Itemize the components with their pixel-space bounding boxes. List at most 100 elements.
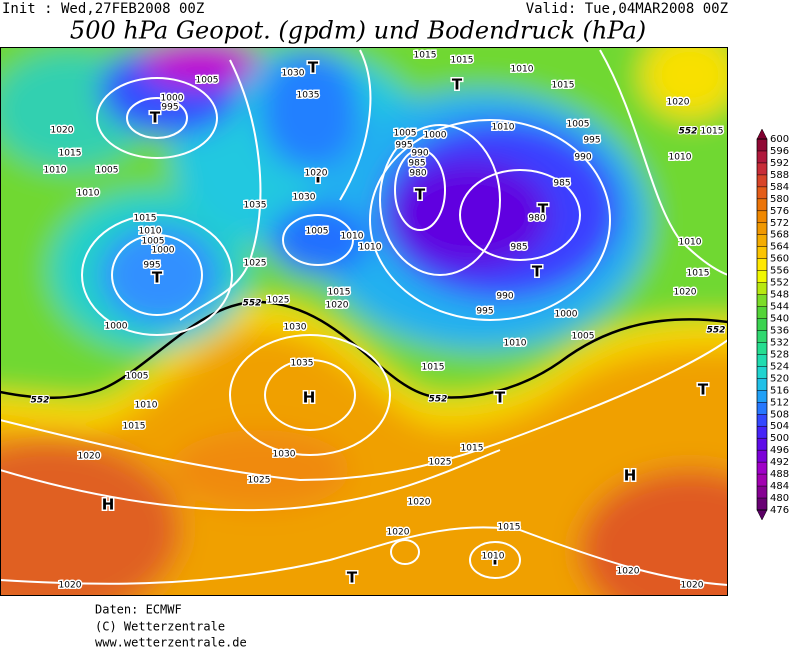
colorbar-label: 564 (770, 242, 789, 253)
isobar-label: 1000 (555, 310, 578, 320)
isobar-label: 990 (496, 292, 513, 302)
geopotential-field (0, 47, 728, 596)
colorbar-segment (757, 174, 767, 188)
colorbar-label: 556 (770, 266, 789, 277)
map-frame (0, 47, 728, 596)
isobar-label: 1015 (461, 444, 484, 454)
isobar-label: 1015 (59, 149, 82, 159)
isobar-label: 995 (583, 136, 600, 146)
isobar-label: 1025 (429, 458, 452, 468)
isobar-label: 1020 (674, 288, 697, 298)
isobar-label: 1000 (105, 322, 128, 332)
colorbar-segment (757, 306, 767, 320)
colorbar-segment (757, 222, 767, 236)
pressure-center: T (415, 186, 426, 204)
isobar-label: 990 (411, 149, 428, 159)
colorbar-label: 532 (770, 337, 789, 348)
isobar-label: 1020 (78, 452, 101, 462)
isobar-label: 1015 (701, 127, 724, 137)
colorbar-segment (757, 354, 767, 367)
footer-url: www.wetterzentrale.de (95, 636, 247, 648)
isobars (0, 49, 728, 586)
colorbar: 6005965925885845805765725685645605565525… (756, 128, 789, 521)
isobar-label: 1015 (414, 51, 437, 61)
isobar-label: 1020 (305, 169, 328, 179)
pressure-center: H (303, 389, 316, 407)
isobar-label: 1035 (244, 201, 267, 211)
isobar-label: 1030 (273, 450, 296, 460)
colorbar-segment (757, 330, 767, 343)
isobar-label: 1010 (341, 232, 364, 242)
isobar-label: 1020 (51, 126, 74, 136)
pressure-center: T (313, 169, 324, 187)
colorbar-segment (757, 390, 767, 403)
colorbar-label: 544 (770, 302, 789, 313)
pressure-center: T (452, 76, 463, 94)
colorbar-segment (757, 234, 767, 248)
isobar-label: 1010 (135, 401, 158, 411)
colorbar-segment (757, 498, 767, 511)
isobar-label: 985 (408, 159, 425, 169)
colorbar-label: 492 (770, 457, 789, 468)
isobar-label: 1035 (297, 91, 320, 101)
pressure-center: T (698, 381, 709, 399)
colorbar-segment (757, 450, 767, 463)
colorbar-label: 596 (770, 146, 789, 157)
isobar-label: 1005 (572, 332, 595, 342)
colorbar-label: 504 (770, 421, 789, 432)
colorbar-segment (757, 270, 767, 284)
colorbar-label: 588 (770, 170, 789, 181)
colorbar-label: 576 (770, 206, 789, 217)
colorbar-label: 548 (770, 290, 789, 301)
isobar-label: 1035 (291, 359, 314, 369)
colorbar-segment (757, 474, 767, 487)
colorbar-segment (757, 198, 767, 212)
isobar-label: 1015 (328, 288, 351, 298)
isobar-label: 1025 (248, 476, 271, 486)
colorbar-label: 496 (770, 445, 789, 456)
colorbar-segment (757, 438, 767, 451)
pressure-center: T (490, 551, 501, 569)
isobar-label: 1030 (293, 193, 316, 203)
colorbar-label: 524 (770, 361, 789, 372)
footer-copyright: (C) Wetterzentrale (95, 620, 225, 634)
colorbar-label: 552 (770, 278, 789, 289)
isobar-label: 1010 (482, 552, 505, 562)
colorbar-segment (757, 258, 767, 272)
isobar-label: 1005 (196, 76, 219, 86)
isobar-label: 1020 (59, 581, 82, 591)
colorbar-label: 480 (770, 493, 789, 504)
pressure-center: T (538, 201, 549, 219)
colorbar-label: 560 (770, 254, 789, 265)
isobar-label: 1005 (394, 129, 417, 139)
isobar-label: 1010 (77, 189, 100, 199)
isobar-label: 1010 (492, 123, 515, 133)
colorbar-label: 540 (770, 314, 789, 325)
colorbar-label: 568 (770, 230, 789, 241)
colorbar-segment (757, 414, 767, 427)
isobar-label: 995 (161, 103, 178, 113)
isobar-label: 1015 (123, 422, 146, 432)
isobar-label: 1005 (126, 372, 149, 382)
isobar-label: 985 (553, 179, 570, 189)
colorbar-arrow-bottom (756, 509, 768, 521)
isobar-label: 1010 (359, 243, 382, 253)
contour-label: 552 (679, 127, 698, 137)
footer-source: Daten: ECMWF (95, 603, 182, 617)
colorbar-label: 600 (770, 134, 789, 145)
isobar-label: 1000 (152, 246, 175, 256)
pressure-center: T (495, 389, 506, 407)
pressure-center: T (308, 59, 319, 77)
isobar-label: 1010 (679, 238, 702, 248)
colorbar-segment (757, 139, 767, 152)
isobar-label: 995 (395, 141, 412, 151)
colorbar-label: 484 (770, 481, 789, 492)
isobar-label: 1015 (134, 214, 157, 224)
isobar-label: 980 (409, 169, 426, 179)
pressure-center: H (102, 496, 115, 514)
isobar-label: 1025 (244, 259, 267, 269)
isobar-label: 1015 (451, 56, 474, 66)
